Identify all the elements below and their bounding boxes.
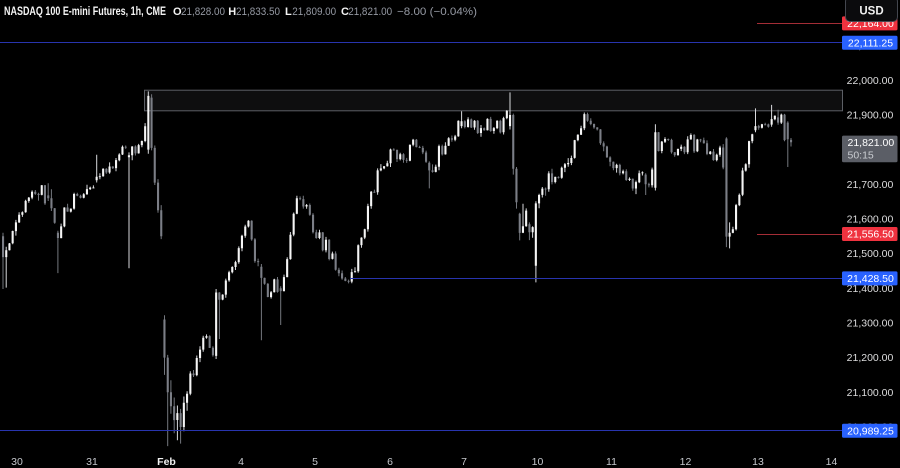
svg-text:10: 10 — [532, 456, 544, 468]
svg-text:21,428.50: 21,428.50 — [847, 273, 894, 285]
svg-text:USD: USD — [859, 6, 883, 18]
svg-text:21,900.00: 21,900.00 — [847, 110, 894, 122]
svg-text:30: 30 — [11, 456, 23, 468]
svg-text:11: 11 — [606, 456, 617, 468]
svg-text:21,400.00: 21,400.00 — [847, 283, 894, 295]
svg-text:21,833.50: 21,833.50 — [236, 6, 280, 18]
svg-text:21,500.00: 21,500.00 — [847, 248, 894, 260]
svg-text:Feb: Feb — [157, 456, 176, 468]
svg-text:L: L — [285, 6, 292, 18]
svg-text:−8.00 (−0.04%): −8.00 (−0.04%) — [397, 6, 477, 18]
svg-text:21,821.00: 21,821.00 — [848, 137, 895, 149]
svg-text:NASDAQ 100 E-mini Futures, 1h,: NASDAQ 100 E-mini Futures, 1h, CME — [4, 4, 166, 18]
svg-text:12: 12 — [680, 456, 692, 468]
svg-text:4: 4 — [238, 456, 244, 468]
svg-text:C: C — [341, 6, 349, 18]
svg-text:O: O — [173, 6, 182, 18]
svg-text:5: 5 — [312, 456, 318, 468]
svg-text:13: 13 — [752, 456, 764, 468]
svg-text:21,100.00: 21,100.00 — [847, 387, 894, 399]
svg-text:6: 6 — [387, 456, 393, 468]
svg-text:21,821.00: 21,821.00 — [348, 6, 392, 18]
svg-text:21,828.00: 21,828.00 — [181, 6, 225, 18]
svg-text:H: H — [228, 6, 236, 18]
svg-text:7: 7 — [461, 456, 467, 468]
svg-text:50:15: 50:15 — [848, 149, 874, 161]
svg-text:21,200.00: 21,200.00 — [847, 352, 894, 364]
svg-text:22,000.00: 22,000.00 — [847, 75, 894, 87]
svg-text:21,556.50: 21,556.50 — [847, 229, 894, 241]
svg-text:21,300.00: 21,300.00 — [847, 318, 894, 330]
svg-text:21,700.00: 21,700.00 — [847, 179, 894, 191]
svg-text:31: 31 — [86, 456, 98, 468]
svg-text:21,809.00: 21,809.00 — [292, 6, 336, 18]
svg-text:20,989.25: 20,989.25 — [847, 425, 894, 437]
svg-text:14: 14 — [826, 456, 838, 468]
svg-text:21,600.00: 21,600.00 — [847, 214, 894, 226]
svg-text:22,111.25: 22,111.25 — [848, 37, 893, 49]
